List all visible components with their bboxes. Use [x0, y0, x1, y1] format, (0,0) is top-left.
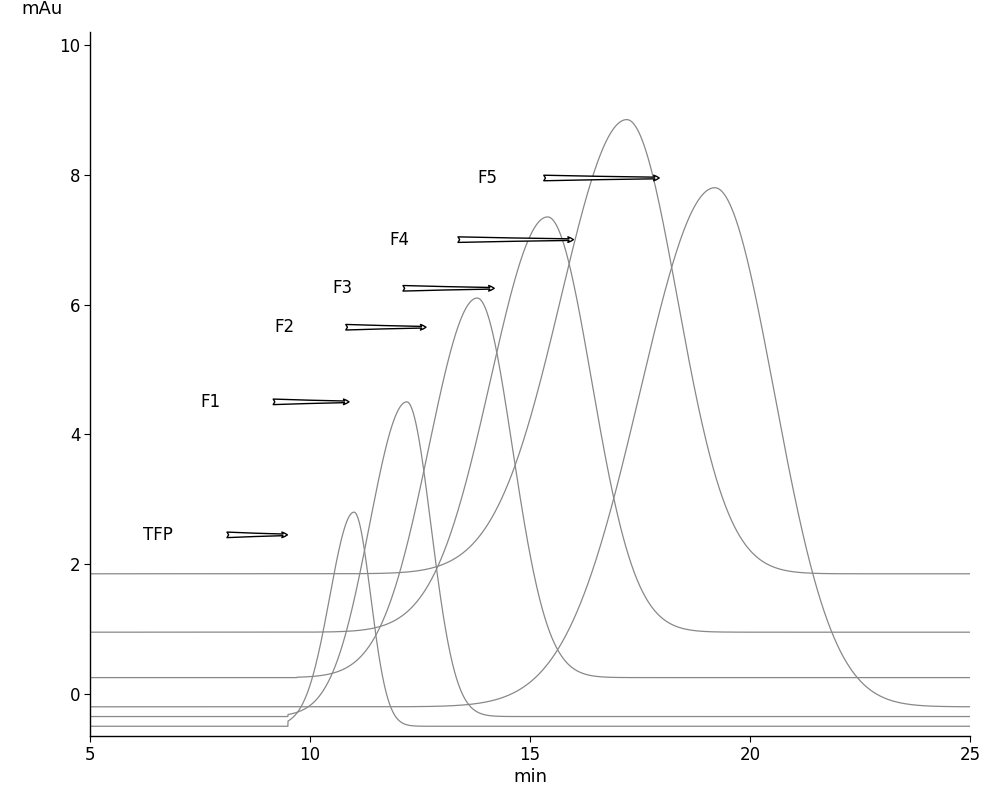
- Text: F4: F4: [389, 230, 409, 249]
- Text: F3: F3: [332, 279, 352, 298]
- Y-axis label: mAu: mAu: [21, 0, 62, 18]
- Text: F5: F5: [477, 169, 497, 187]
- X-axis label: min: min: [513, 768, 547, 786]
- Text: F1: F1: [200, 393, 220, 411]
- Text: F2: F2: [275, 318, 295, 336]
- Text: TFP: TFP: [143, 526, 173, 544]
